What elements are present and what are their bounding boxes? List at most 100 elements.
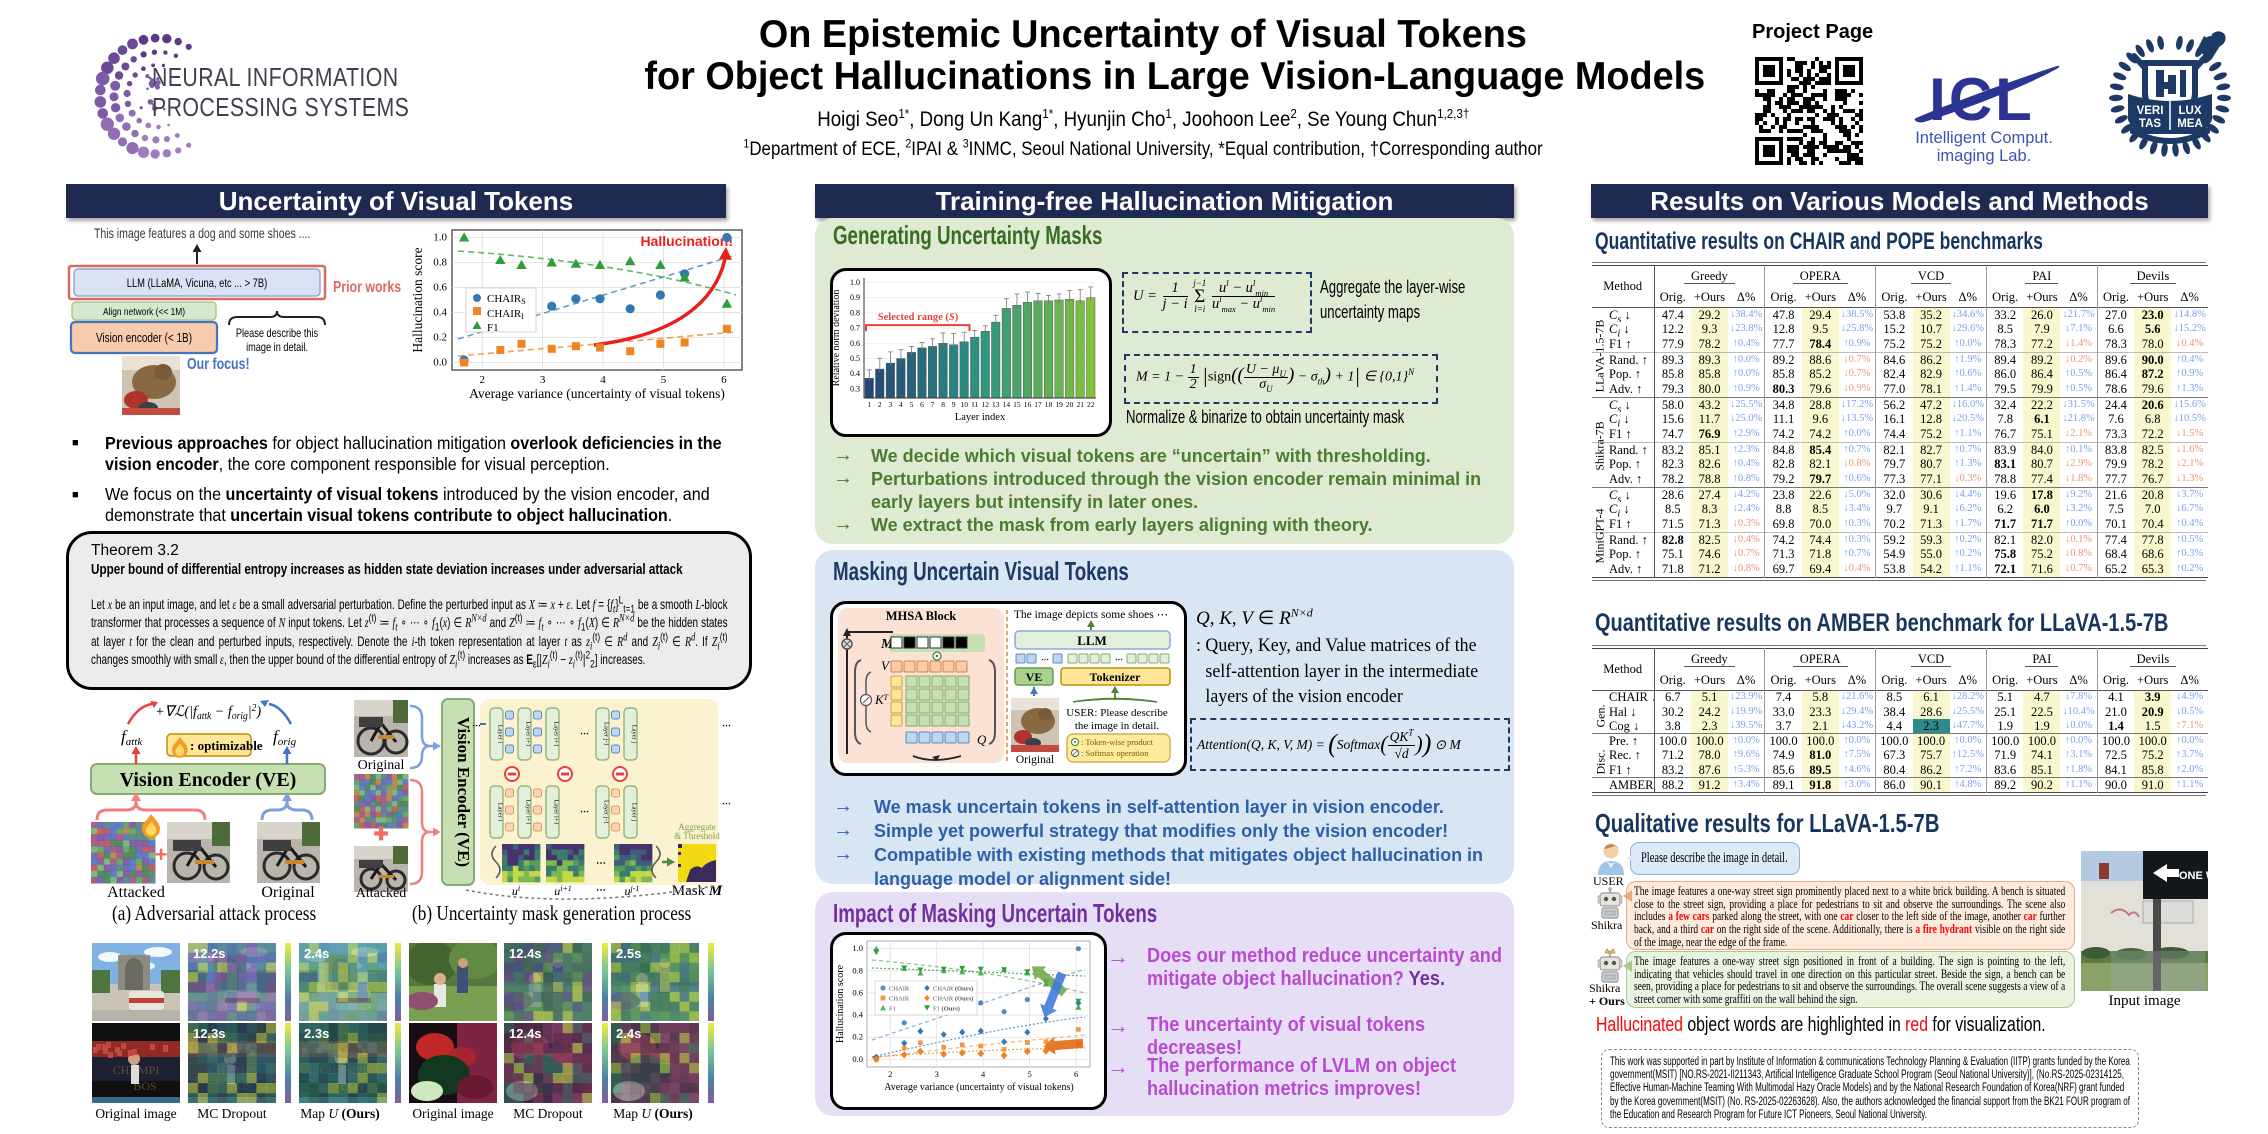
svg-text:0.9: 0.9 [850, 293, 860, 302]
svg-text:12.3s: 12.3s [193, 1026, 226, 1041]
svg-text:This image features a dog and: This image features a dog and some shoes… [94, 226, 310, 242]
svg-text:ui: ui [512, 884, 520, 898]
svg-text:0.6: 0.6 [433, 282, 447, 294]
svg-text:uj-1: uj-1 [625, 884, 640, 898]
svg-text:1.0: 1.0 [852, 943, 863, 953]
svg-text:0.4: 0.4 [850, 369, 860, 378]
svg-text:Vision Encoder (VE): Vision Encoder (VE) [454, 717, 473, 867]
svg-text:+∇ℒ(|fattk − forig|2): +∇ℒ(|fattk − forig|2) [155, 703, 261, 722]
svg-text:LLM: LLM [1077, 633, 1107, 648]
svg-text:Attacked: Attacked [356, 886, 407, 900]
svg-text:5: 5 [1027, 1069, 1031, 1079]
svg-text:Q: Q [977, 732, 987, 747]
svg-text:forig: forig [273, 727, 297, 748]
svg-text:Mask M: Mask M [672, 883, 723, 899]
svg-text:8: 8 [941, 400, 945, 409]
svg-text:ONE W: ONE W [2179, 870, 2208, 882]
svg-text:USER: Please describe: USER: Please describe [1066, 707, 1168, 719]
svg-text:⋯: ⋯ [1115, 655, 1123, 664]
svg-text:12.2s: 12.2s [193, 946, 226, 961]
svg-text:CHAIR (Ours): CHAIR (Ours) [933, 996, 973, 1003]
svg-text:Please describe this: Please describe this [236, 328, 318, 340]
svg-text:0.7: 0.7 [850, 324, 860, 333]
svg-text:Prior works: Prior works [333, 278, 401, 296]
svg-text:CHAIR: CHAIR [889, 996, 910, 1003]
svg-text:2.4s: 2.4s [616, 1026, 641, 1041]
svg-text:Original: Original [1016, 754, 1054, 766]
svg-text:13: 13 [992, 400, 1000, 409]
svg-text:6: 6 [920, 400, 924, 409]
svg-text:F1 (Ours): F1 (Ours) [933, 1006, 960, 1013]
svg-text:Selected range (S): Selected range (S) [878, 312, 959, 323]
svg-text:Layer j-1: Layer j-1 [603, 722, 610, 746]
svg-text:V: V [881, 658, 891, 673]
svg-text:Our focus!: Our focus! [187, 355, 250, 373]
svg-text:12: 12 [982, 400, 990, 409]
svg-text:Vision encoder (< 1B): Vision encoder (< 1B) [96, 332, 192, 345]
svg-text:MEA: MEA [2177, 118, 2203, 130]
svg-text:20: 20 [1066, 400, 1074, 409]
svg-text:7: 7 [931, 400, 935, 409]
svg-text:0.6: 0.6 [850, 339, 860, 348]
svg-text:2.3s: 2.3s [304, 1026, 329, 1041]
svg-text:Hallucination score: Hallucination score [410, 247, 425, 352]
svg-text:The image depicts some shoes ⋯: The image depicts some shoes ⋯ [1014, 609, 1168, 621]
svg-text:Align network (<< 1M): Align network (<< 1M) [103, 306, 185, 318]
svg-text:Hallucination score: Hallucination score [835, 964, 846, 1043]
svg-text:: Token-wise product: : Token-wise product [1081, 737, 1154, 747]
svg-text:10: 10 [960, 400, 968, 409]
svg-text:0.5: 0.5 [850, 354, 860, 363]
svg-text:& Threshold: & Threshold [674, 831, 720, 841]
svg-text:imaging Lab.: imaging Lab. [1937, 147, 2031, 165]
svg-text:Average variance (uncertainty: Average variance (uncertainty of visual … [884, 1082, 1073, 1093]
svg-text:Layer i+1: Layer i+1 [525, 721, 532, 747]
svg-text:✚: ✚ [373, 824, 388, 844]
svg-text:0.8: 0.8 [850, 308, 860, 317]
svg-text:the image in detail.: the image in detail. [1075, 720, 1160, 732]
svg-text:⋯: ⋯ [596, 885, 606, 896]
svg-text:Relative norm deviation: Relative norm deviation [831, 290, 842, 387]
svg-text:BOS: BOS [133, 1079, 156, 1093]
svg-text:1.0: 1.0 [433, 232, 447, 244]
svg-text:CHAIRS: CHAIRS [487, 293, 526, 306]
svg-text:⋯: ⋯ [722, 798, 731, 808]
svg-text:15: 15 [1013, 400, 1021, 409]
svg-text:CHAIRI: CHAIRI [487, 308, 524, 321]
svg-text:⋯: ⋯ [1041, 655, 1049, 664]
svg-text:17: 17 [1034, 400, 1042, 409]
svg-text:2: 2 [878, 400, 882, 409]
svg-text:4: 4 [981, 1069, 986, 1079]
svg-text:0.0: 0.0 [433, 357, 447, 369]
svg-text:⋯: ⋯ [596, 858, 606, 869]
svg-text:F1: F1 [889, 1006, 896, 1013]
svg-text:Layer i+1: Layer i+1 [553, 721, 560, 747]
svg-text:22: 22 [1087, 400, 1095, 409]
svg-text:4: 4 [600, 374, 606, 386]
svg-text:: Softmax operation: : Softmax operation [1081, 748, 1149, 758]
svg-text:0.8: 0.8 [433, 257, 447, 269]
svg-text:1: 1 [867, 400, 871, 409]
svg-text:VERI: VERI [2137, 105, 2164, 117]
svg-text:NEURAL INFORMATION: NEURAL INFORMATION [152, 63, 399, 93]
svg-text:18: 18 [1045, 400, 1053, 409]
svg-text:2.5s: 2.5s [616, 946, 641, 961]
svg-text:21: 21 [1076, 400, 1084, 409]
svg-text:Original: Original [358, 758, 405, 773]
svg-text:Layer j-1: Layer j-1 [603, 800, 610, 824]
svg-text:Layer j: Layer j [631, 725, 638, 744]
svg-text:Tokenizer: Tokenizer [1090, 670, 1142, 684]
svg-text:Vision Encoder (VE): Vision Encoder (VE) [120, 769, 297, 791]
svg-text:0.2: 0.2 [852, 1032, 863, 1042]
svg-text:Intelligent Comput.: Intelligent Comput. [1915, 129, 2053, 147]
svg-text:19: 19 [1055, 400, 1063, 409]
svg-text:CHAIR (Ours): CHAIR (Ours) [933, 986, 973, 993]
svg-text:0.8: 0.8 [852, 965, 863, 975]
svg-text:0.3: 0.3 [850, 384, 860, 393]
svg-text:TAS: TAS [2139, 118, 2161, 130]
svg-text:image in detail.: image in detail. [246, 342, 308, 354]
svg-text:1.0: 1.0 [850, 278, 860, 287]
svg-text:3: 3 [540, 374, 546, 386]
svg-text:Layer i: Layer i [497, 803, 504, 822]
svg-text:Layer i: Layer i [497, 725, 504, 744]
svg-text:Average variance (uncertainty: Average variance (uncertainty of visual … [469, 386, 725, 401]
